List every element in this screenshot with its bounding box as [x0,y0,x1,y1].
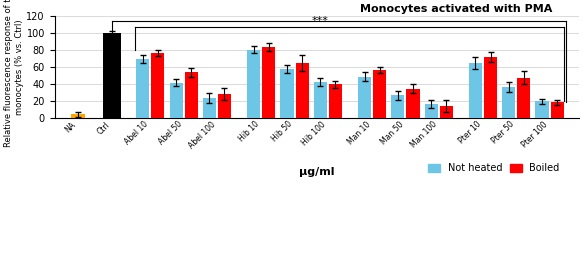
Bar [424,104,438,118]
Bar [247,49,260,118]
Bar [550,102,564,118]
Bar [280,69,293,118]
Bar [71,114,85,118]
Bar [136,59,149,118]
Bar [329,84,342,118]
Bar [469,63,482,118]
Bar [262,47,275,118]
Bar [203,98,216,118]
Bar [406,89,420,118]
X-axis label: μg/ml: μg/ml [299,167,335,177]
Bar [517,78,531,118]
Bar [170,83,182,118]
Text: ***: *** [312,16,329,26]
Bar [103,33,121,118]
Bar [314,82,327,118]
Bar [185,72,198,118]
Bar [484,57,497,118]
Bar [391,95,405,118]
Bar [296,63,308,118]
Bar [373,70,387,118]
Bar [440,106,453,118]
Bar [358,77,371,118]
Legend: Not heated, Boiled: Not heated, Boiled [424,159,564,177]
Text: Monocytes activated with PMA: Monocytes activated with PMA [360,4,553,14]
Bar [218,94,231,118]
Bar [152,53,164,118]
Bar [502,87,515,118]
Bar [535,101,549,118]
Y-axis label: Relative fluorescence response of the
monocytes (% vs. Ctrl): Relative fluorescence response of the mo… [4,0,23,147]
